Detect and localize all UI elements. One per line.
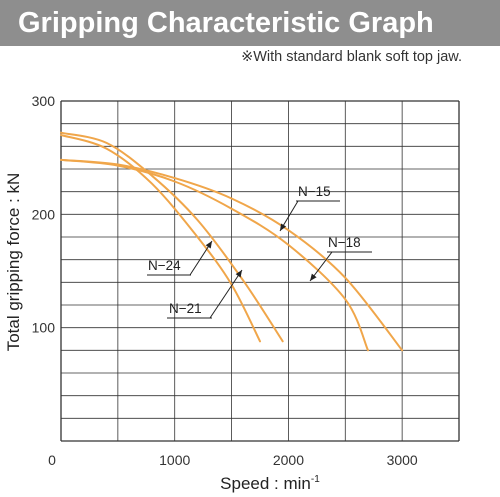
graph-title: Gripping Characteristic Graph <box>18 7 434 39</box>
series-label: N−21 <box>169 301 202 316</box>
chart-curves <box>60 131 404 352</box>
label-arrowhead <box>235 270 242 278</box>
series-label: N−15 <box>298 184 331 199</box>
y-tick-label: 200 <box>32 206 56 222</box>
series-line-2 <box>60 131 284 343</box>
jaw-note: ※With standard blank soft top jaw. <box>241 49 462 65</box>
y-axis-title: Total gripping force : kN <box>4 173 23 352</box>
x-tick-label: 2000 <box>273 452 304 468</box>
y-tick-label: 100 <box>32 320 56 336</box>
label-arrowhead <box>310 273 317 281</box>
series-line-3 <box>60 134 261 343</box>
x-tick-label: 0 <box>48 452 56 468</box>
label-leader <box>209 269 243 319</box>
label-arrowhead <box>280 223 287 231</box>
series-label: N−24 <box>148 258 181 273</box>
x-tick-label: 1000 <box>159 452 190 468</box>
label-leaders: N−15 N−18 N−21 N−24 <box>147 184 372 319</box>
y-tick-label: 300 <box>32 93 56 109</box>
tick-labels: 0 1000 2000 3000 100 200 300 <box>32 93 418 468</box>
label-arrowhead <box>205 241 212 249</box>
series-line-1 <box>60 158 404 352</box>
x-axis-title: Speed : min-1 <box>220 474 320 493</box>
x-axis-title-superscript: -1 <box>311 474 320 485</box>
graph-title-banner: Gripping Characteristic Graph <box>0 0 500 46</box>
x-axis-title-text: Speed : min <box>220 474 311 493</box>
chart-grid <box>60 100 460 442</box>
series-label: N−18 <box>328 235 361 250</box>
series-line-0 <box>60 158 369 352</box>
x-tick-label: 3000 <box>387 452 418 468</box>
